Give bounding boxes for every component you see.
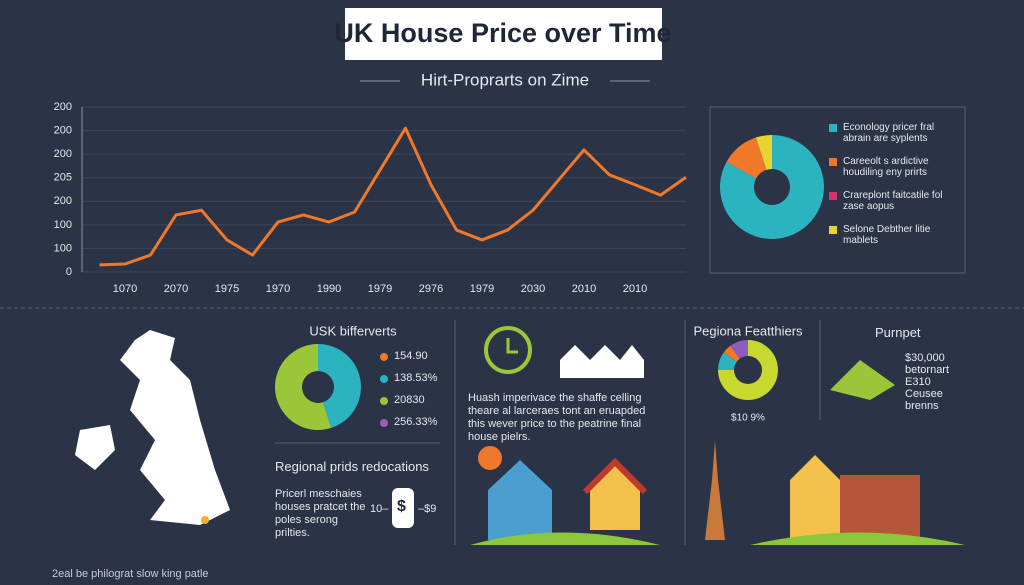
legend-entry: 256.33% — [380, 416, 437, 429]
footer: 2eal be philograt slow king patle — [52, 568, 209, 580]
list-item: brenns — [905, 400, 939, 412]
legend-swatch — [380, 396, 388, 405]
tower — [705, 440, 725, 540]
x-tick-label: 2070 — [164, 283, 188, 295]
legend-entry: 20830 — [380, 394, 437, 407]
list-item: betornart — [905, 364, 950, 376]
slice — [718, 340, 778, 400]
price-left: 10– — [370, 503, 389, 515]
slice — [275, 344, 332, 430]
x-tick-label: 2010 — [572, 283, 596, 295]
y-tick-label: 200 — [54, 195, 72, 207]
legend-label: 154.90 — [394, 350, 428, 362]
list-item: $30,000 — [905, 352, 945, 364]
house — [840, 475, 920, 540]
tag-icon — [830, 360, 895, 400]
title: UK House Price over Time — [334, 18, 671, 48]
legend-label: 138.53% — [394, 372, 438, 384]
list-item: Ceusee — [905, 388, 943, 400]
x-tick-label: 1975 — [215, 283, 239, 295]
x-tick-label: 2030 — [521, 283, 545, 295]
legend-entry: Econology pricer fral abrain are syplent… — [829, 122, 958, 144]
y-tick-label: 200 — [54, 101, 72, 113]
legend-swatch — [829, 192, 837, 200]
y-tick-label: 100 — [54, 219, 72, 231]
legend-entry: Crareplont faitcatile fol zase aopus — [829, 190, 958, 212]
y-tick-label: 200 — [54, 148, 72, 160]
y-tick-label: 100 — [54, 242, 72, 254]
x-tick-label: 1979 — [368, 283, 392, 295]
ground — [750, 532, 965, 545]
map-ireland — [75, 425, 115, 470]
paragraph: Huash imperivace the shaffe celling thea… — [468, 392, 646, 443]
price-icon: $ — [397, 498, 406, 515]
slice — [718, 352, 737, 370]
legend-swatch — [829, 124, 837, 132]
section-title: Regional prids redocations — [275, 459, 429, 474]
legend-entry: Selone Debther litie mablets — [829, 224, 958, 246]
legend-entry: Careeolt s ardictive houdiling eny prirt… — [829, 156, 958, 178]
legend-label: Crareplont faitcatile fol zase aopus — [843, 190, 943, 212]
roof — [582, 457, 648, 495]
money-bag — [392, 488, 414, 528]
paragraph: Pricerl meschaies houses pratcet the pol… — [275, 488, 366, 539]
slice — [755, 135, 772, 170]
list-item: E310 — [905, 376, 931, 388]
panel — [709, 106, 966, 274]
x-tick-label: 1979 — [470, 283, 494, 295]
slice — [719, 135, 825, 239]
y-tick-label: 205 — [54, 172, 72, 184]
x-tick-label: 2010 — [623, 283, 647, 295]
line — [99, 126, 687, 267]
legend: Econology pricer fral abrain are syplent… — [829, 122, 958, 258]
price-right: –$9 — [418, 503, 437, 515]
house — [590, 465, 640, 530]
section-title: Purnpet — [875, 325, 921, 340]
legend: 154.90 138.53% 20830 256.33% — [380, 350, 437, 438]
subtitle: Hirt-Proprarts on Zime — [421, 70, 589, 89]
legend-swatch — [829, 226, 837, 234]
legend-swatch — [380, 418, 388, 427]
chart-title: Pegiona Featthiers — [693, 323, 803, 338]
slice — [730, 340, 748, 359]
legend-swatch — [380, 352, 388, 361]
chart-subtitle: $10 9% — [731, 413, 765, 424]
legend-label: 256.33% — [394, 416, 438, 428]
title-box — [345, 8, 662, 60]
slice — [318, 344, 361, 428]
map-britain — [120, 330, 230, 525]
list: $30,000 betornart E310 Ceusee brenns — [905, 352, 949, 412]
house — [488, 460, 552, 540]
legend-label: Careeolt s ardictive houdiling eny prirt… — [843, 156, 929, 178]
house — [790, 455, 840, 540]
clock-icon — [484, 326, 532, 374]
price-pin — [478, 446, 502, 470]
x-tick-label: 1990 — [317, 283, 341, 295]
legend-entry: 154.90 — [380, 350, 437, 363]
legend-entry: 138.53% — [380, 372, 437, 385]
x-tick-label: 1070 — [113, 283, 137, 295]
ground — [470, 532, 660, 545]
y-tick-label: 0 — [66, 266, 72, 278]
map-dot — [201, 516, 209, 524]
clock-hands — [506, 338, 518, 354]
legend-swatch — [380, 374, 388, 383]
legend-swatch — [829, 158, 837, 166]
legend-label: Econology pricer fral abrain are syplent… — [843, 122, 935, 144]
houses-icon — [560, 345, 644, 378]
slice — [726, 137, 767, 179]
y-tick-label: 200 — [54, 124, 72, 136]
legend-label: Selone Debther litie mablets — [843, 224, 931, 246]
x-tick-label: 1970 — [266, 283, 290, 295]
legend-label: 20830 — [394, 394, 425, 406]
slice — [723, 345, 740, 362]
chart-title: USK bifferverts — [309, 323, 397, 338]
x-tick-label: 2976 — [419, 283, 443, 295]
